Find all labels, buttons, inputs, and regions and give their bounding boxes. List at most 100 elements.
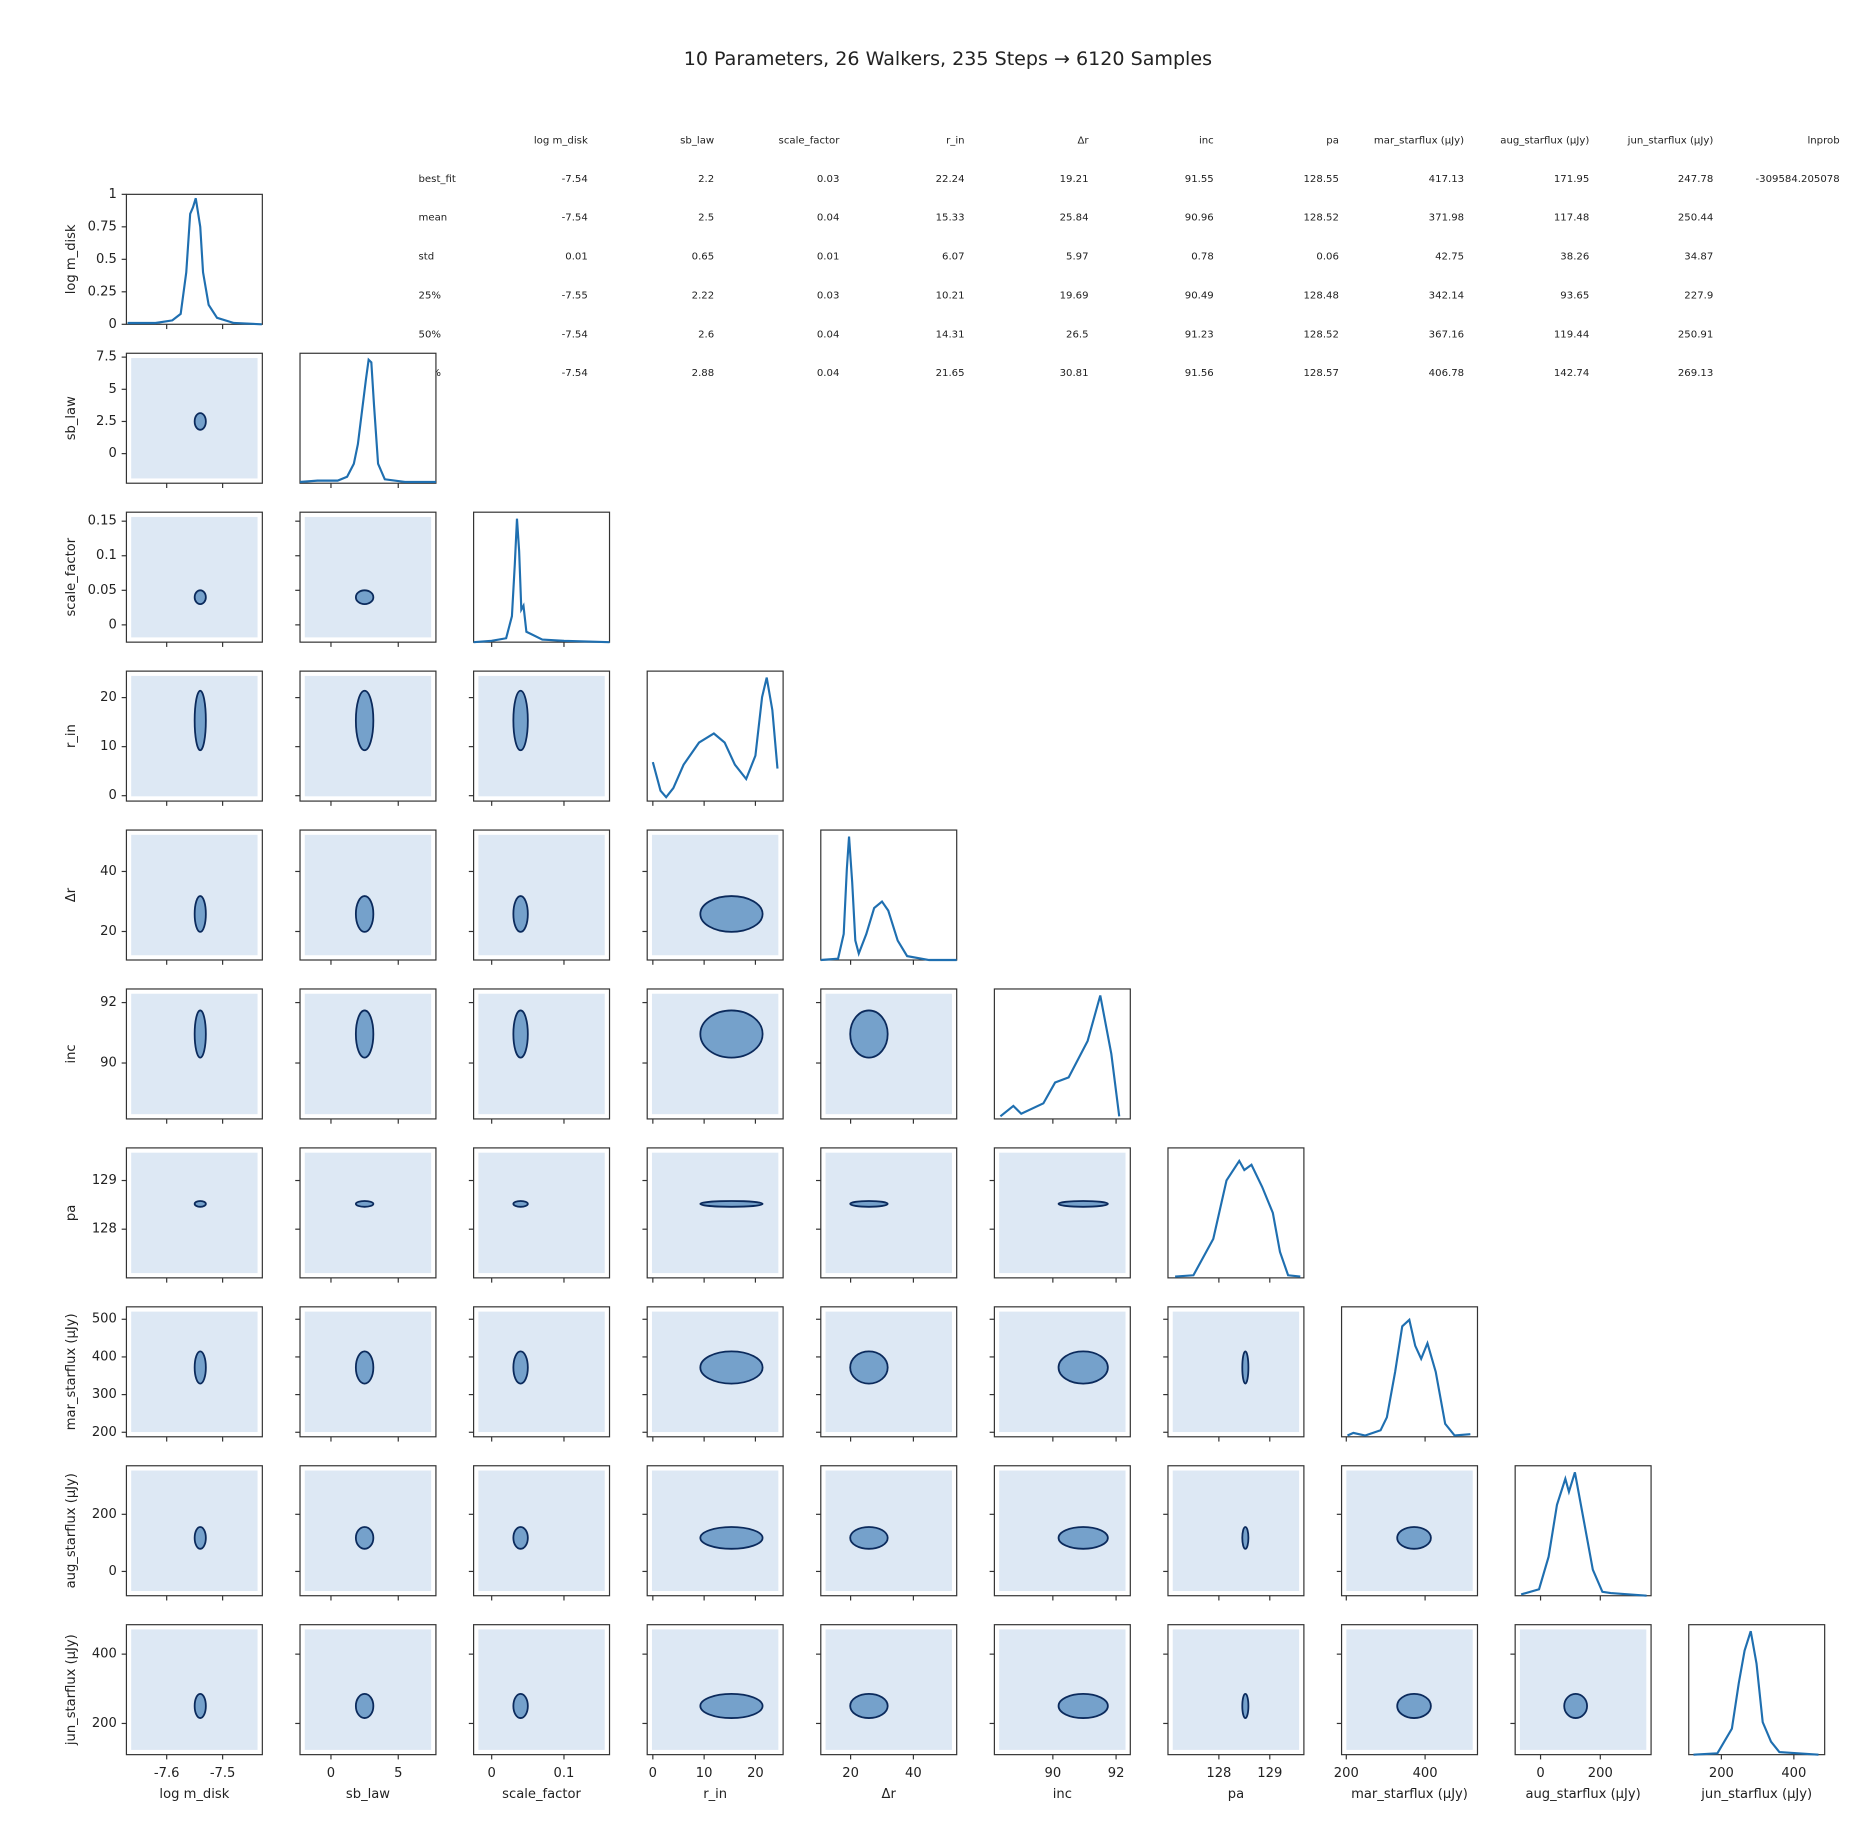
table-cell: 2.5: [698, 213, 714, 224]
table-cell: 0.04: [817, 329, 840, 340]
x-tick-label: 20: [842, 1766, 859, 1781]
table-cell: 0.03: [817, 290, 840, 301]
panel-background: [478, 993, 605, 1115]
table-cell: 128.55: [1304, 174, 1339, 185]
contour: [699, 895, 764, 933]
panel-background: [131, 1152, 258, 1274]
panel-background: [1346, 1629, 1473, 1750]
y-tick-label: 0.25: [88, 284, 117, 299]
contour: [1057, 1200, 1109, 1208]
y-tick-label: 90: [100, 1056, 117, 1071]
x-tick-label: 128: [1206, 1766, 1231, 1781]
y-axis-label: log m_disk: [64, 224, 79, 294]
panel-frame: [125, 193, 263, 325]
table-cell: 15.33: [936, 213, 965, 224]
panel-background: [825, 1311, 952, 1433]
panel-background: [131, 993, 258, 1115]
panel-background: [1172, 1470, 1300, 1591]
y-tick-label: 0: [109, 1564, 117, 1579]
y-tick-label: 2.5: [96, 414, 117, 429]
contour: [512, 895, 529, 933]
density-curve: [1693, 1630, 1819, 1756]
contour: [1057, 1526, 1109, 1550]
panel-background: [478, 1311, 605, 1433]
y-tick-label: 128: [92, 1222, 117, 1237]
table-cell: 0.03: [817, 174, 840, 185]
panel-background: [131, 834, 258, 956]
x-axis-label: aug_starflux (μJy): [1525, 1787, 1640, 1802]
table-cell: 0.78: [1191, 252, 1214, 263]
panel-frame: [646, 670, 784, 802]
table-cell: -309584.205078: [1756, 174, 1840, 185]
contour: [193, 589, 207, 606]
table-header: scale_factor: [779, 136, 841, 147]
contour: [849, 1526, 889, 1550]
chart-title: 10 Parameters, 26 Walkers, 235 Steps → 6…: [684, 48, 1212, 70]
table-header: pa: [1326, 136, 1339, 147]
y-tick-label: 200: [92, 1425, 117, 1440]
contour: [849, 1692, 889, 1719]
contour: [849, 1350, 889, 1385]
y-axis-label: sb_law: [64, 396, 79, 440]
panel-background: [131, 1470, 258, 1591]
table-header: inc: [1199, 136, 1214, 147]
table-cell: 2.22: [692, 290, 715, 301]
table-cell: 128.52: [1304, 213, 1339, 224]
density-curve: [473, 518, 610, 644]
contour: [699, 1350, 764, 1385]
table-cell: -7.55: [562, 290, 588, 301]
table-header: log m_disk: [534, 136, 588, 147]
contour: [354, 1526, 375, 1550]
x-tick-label: -7.6: [154, 1766, 180, 1781]
panel-background: [825, 993, 952, 1115]
contour: [193, 1350, 207, 1385]
table-cell: 5.97: [1066, 252, 1089, 263]
table-row-label: std: [419, 252, 435, 263]
density-curve: [127, 197, 262, 326]
x-tick-label: 40: [905, 1766, 922, 1781]
contour: [1396, 1526, 1432, 1550]
panel-background: [131, 675, 258, 797]
table-cell: 171.95: [1554, 174, 1589, 185]
contour: [354, 1200, 375, 1208]
table-header: mar_starflux (μJy): [1374, 136, 1464, 147]
x-tick-label: 0: [488, 1766, 496, 1781]
x-tick-label: 400: [1781, 1766, 1806, 1781]
density-curve: [1347, 1317, 1471, 1437]
table-cell: 14.31: [936, 329, 965, 340]
y-tick-label: 300: [92, 1387, 117, 1402]
y-tick-label: 5: [109, 382, 117, 397]
panel-background: [304, 1629, 432, 1750]
y-tick-label: 40: [100, 864, 117, 879]
y-tick-label: 129: [92, 1173, 117, 1188]
table-header: aug_starflux (μJy): [1500, 136, 1589, 147]
y-tick-label: 0.15: [88, 514, 117, 529]
panel-background: [304, 834, 432, 956]
table-header: Δr: [1077, 136, 1089, 147]
y-axis-label: inc: [64, 1044, 79, 1063]
table-cell: 6.07: [942, 252, 965, 263]
table-cell: 22.24: [936, 174, 965, 185]
table-cell: 227.9: [1684, 290, 1713, 301]
panel-frame: [1340, 1306, 1479, 1438]
y-tick-label: 0: [109, 446, 117, 461]
panel-background: [1519, 1629, 1647, 1750]
table-cell: 93.65: [1560, 290, 1589, 301]
table-row-label: 25%: [419, 290, 442, 301]
x-tick-label: 0: [649, 1766, 657, 1781]
x-axis-label: mar_starflux (μJy): [1351, 1787, 1468, 1802]
x-tick-label: 200: [1588, 1766, 1613, 1781]
table-cell: 34.87: [1684, 252, 1713, 263]
table-header: sb_law: [680, 136, 714, 147]
table-cell: 2.88: [692, 368, 715, 379]
y-tick-label: 400: [92, 1647, 117, 1662]
contour: [512, 1692, 529, 1719]
x-tick-label: -7.5: [210, 1766, 236, 1781]
contour: [512, 1526, 529, 1550]
y-tick-label: 0.5: [96, 252, 117, 267]
contour: [1241, 1692, 1250, 1719]
panel-background: [1172, 1629, 1300, 1750]
contour: [699, 1009, 764, 1059]
